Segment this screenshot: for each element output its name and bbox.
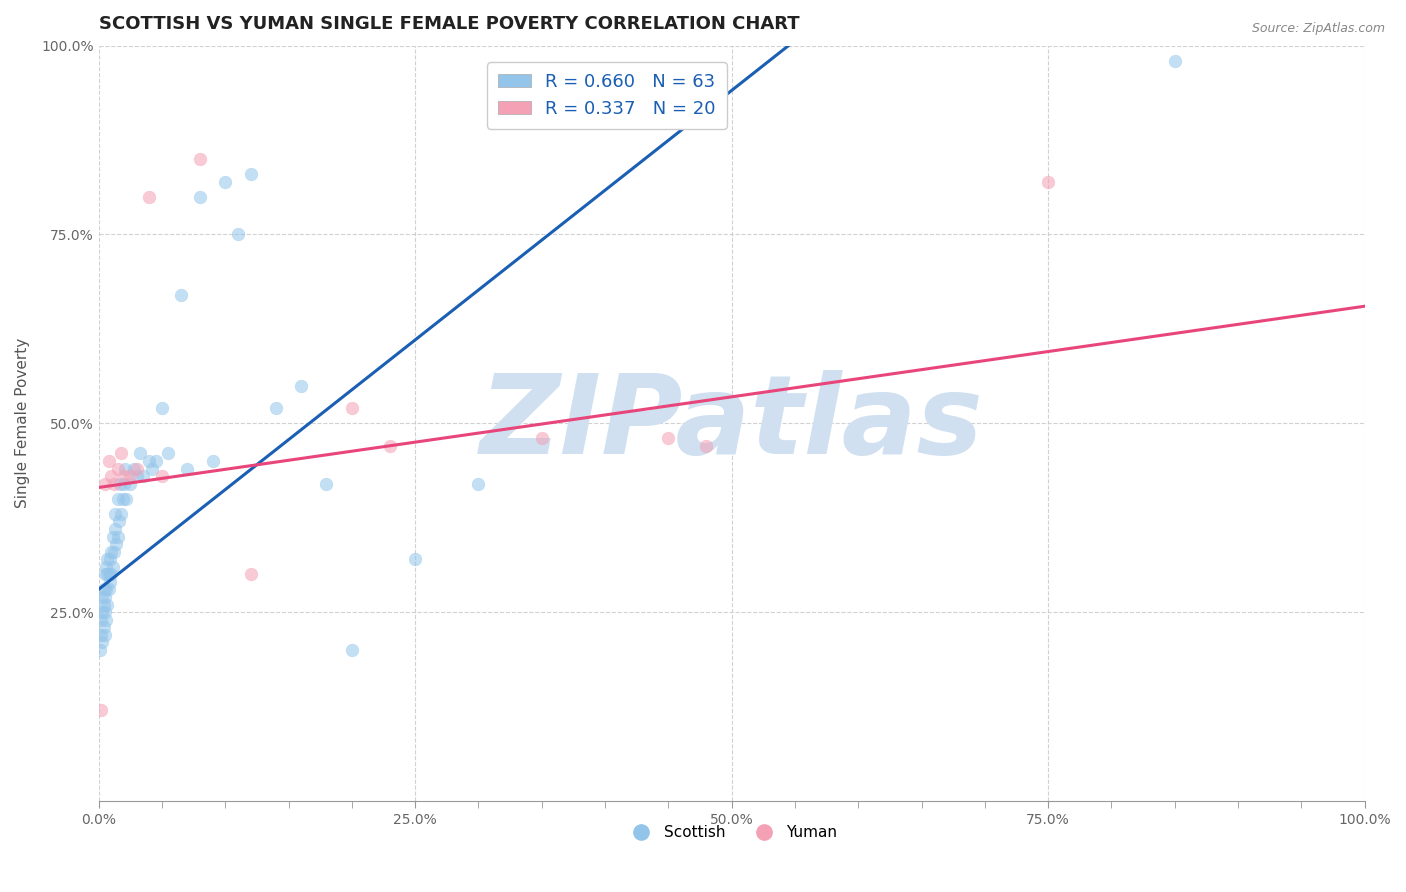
Point [105, 537, 128, 551]
Point [96, 598, 118, 612]
Point [101, 559, 124, 574]
Point [264, 401, 287, 416]
Point [91, 590, 114, 604]
Point [239, 567, 262, 582]
Point [1036, 175, 1059, 189]
Point [125, 461, 148, 475]
Point [695, 439, 717, 453]
Point [93, 582, 115, 597]
Point [93, 598, 115, 612]
Point [141, 461, 163, 475]
Point [94, 567, 117, 582]
Point [96, 559, 118, 574]
Point [103, 544, 125, 558]
Point [150, 469, 173, 483]
Point [98, 552, 121, 566]
Point [188, 152, 211, 166]
Point [176, 461, 198, 475]
Point [104, 522, 127, 536]
Point [96, 552, 118, 566]
Point [1164, 54, 1187, 68]
Point [100, 469, 122, 483]
Text: ZIPatlas: ZIPatlas [479, 370, 984, 476]
Point [93, 620, 115, 634]
Point [145, 454, 167, 468]
Point [150, 401, 173, 416]
Point [125, 469, 148, 483]
Point [97, 454, 120, 468]
Point [112, 476, 135, 491]
Point [530, 431, 553, 445]
Point [96, 613, 118, 627]
Point [467, 476, 489, 491]
Point [94, 605, 117, 619]
Point [132, 469, 155, 483]
Point [170, 288, 193, 302]
Point [91, 635, 114, 649]
Point [90, 613, 112, 627]
Point [138, 454, 160, 468]
Point [340, 401, 363, 416]
Point [226, 227, 249, 242]
Point [98, 574, 121, 589]
Point [120, 469, 142, 483]
Point [122, 461, 145, 475]
Point [108, 476, 131, 491]
Point [115, 491, 138, 506]
Point [94, 590, 117, 604]
Y-axis label: Single Female Poverty: Single Female Poverty [15, 338, 30, 508]
Point [114, 461, 136, 475]
Point [239, 167, 262, 181]
Legend: Scottish, Yuman: Scottish, Yuman [620, 819, 844, 847]
Point [404, 552, 426, 566]
Point [100, 544, 122, 558]
Point [138, 190, 160, 204]
Point [290, 378, 312, 392]
Point [89, 643, 111, 657]
Point [378, 439, 401, 453]
Point [90, 628, 112, 642]
Point [315, 476, 337, 491]
Point [91, 605, 114, 619]
Text: SCOTTISH VS YUMAN SINGLE FEMALE POVERTY CORRELATION CHART: SCOTTISH VS YUMAN SINGLE FEMALE POVERTY … [98, 15, 799, 33]
Point [120, 476, 142, 491]
Point [201, 454, 224, 468]
Point [90, 703, 112, 717]
Point [188, 190, 211, 204]
Point [96, 582, 118, 597]
Point [97, 582, 120, 597]
Point [112, 469, 135, 483]
Point [94, 628, 117, 642]
Point [103, 476, 125, 491]
Point [129, 446, 152, 460]
Point [111, 491, 134, 506]
Point [104, 507, 127, 521]
Point [157, 446, 180, 460]
Point [97, 567, 120, 582]
Point [101, 530, 124, 544]
Point [108, 515, 131, 529]
Point [107, 530, 129, 544]
Point [340, 643, 363, 657]
Point [96, 567, 118, 582]
Point [214, 175, 236, 189]
Text: Source: ZipAtlas.com: Source: ZipAtlas.com [1251, 22, 1385, 36]
Point [107, 491, 129, 506]
Point [110, 507, 132, 521]
Point [94, 476, 117, 491]
Point [107, 461, 129, 475]
Point [110, 446, 132, 460]
Point [657, 431, 679, 445]
Point [100, 567, 122, 582]
